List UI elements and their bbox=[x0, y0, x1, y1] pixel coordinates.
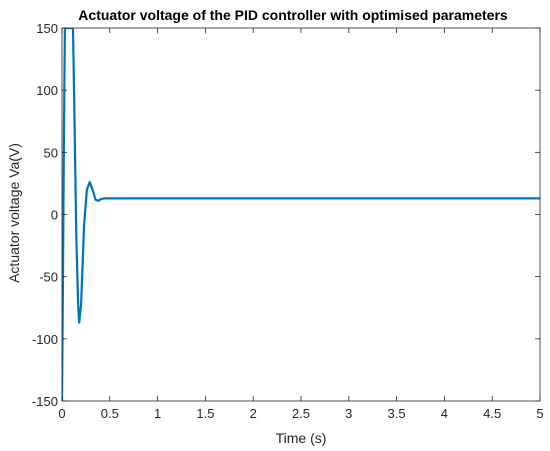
chart-title: Actuator voltage of the PID controller w… bbox=[78, 7, 508, 23]
y-tick-label: -100 bbox=[32, 332, 58, 347]
plot-layer bbox=[61, 27, 541, 402]
x-tick-label: 0 bbox=[58, 406, 65, 421]
x-tick-label: 4.5 bbox=[483, 406, 501, 421]
series-line-1 bbox=[62, 28, 540, 401]
x-tick-label: 5 bbox=[536, 406, 543, 421]
y-tick-label: -150 bbox=[32, 394, 58, 409]
y-tick-label: 100 bbox=[36, 83, 58, 98]
x-axis-label: Time (s) bbox=[276, 430, 327, 446]
x-tick-label: 3.5 bbox=[388, 406, 406, 421]
x-tick-label: 2.5 bbox=[292, 406, 310, 421]
y-tick-label: 0 bbox=[51, 208, 58, 223]
y-axis-label: Actuator voltage Va(V) bbox=[6, 143, 22, 283]
y-tick-label: 50 bbox=[44, 145, 58, 160]
y-tick-label: 150 bbox=[36, 21, 58, 36]
x-tick-label: 2 bbox=[250, 406, 257, 421]
tick-layer: 0 0.5 1 1.5 2 2.5 3 3.5 4 4.5 5 -150 -100 -50 0 50 100 15… bbox=[32, 21, 544, 421]
axes-box bbox=[61, 27, 541, 402]
x-tick-label: 0.5 bbox=[101, 406, 119, 421]
x-tick-label: 1 bbox=[154, 406, 161, 421]
x-tick-label: 1.5 bbox=[196, 406, 214, 421]
x-tick-label: 4 bbox=[441, 406, 448, 421]
y-tick-label: -50 bbox=[39, 270, 58, 285]
x-tick-label: 3 bbox=[345, 406, 352, 421]
